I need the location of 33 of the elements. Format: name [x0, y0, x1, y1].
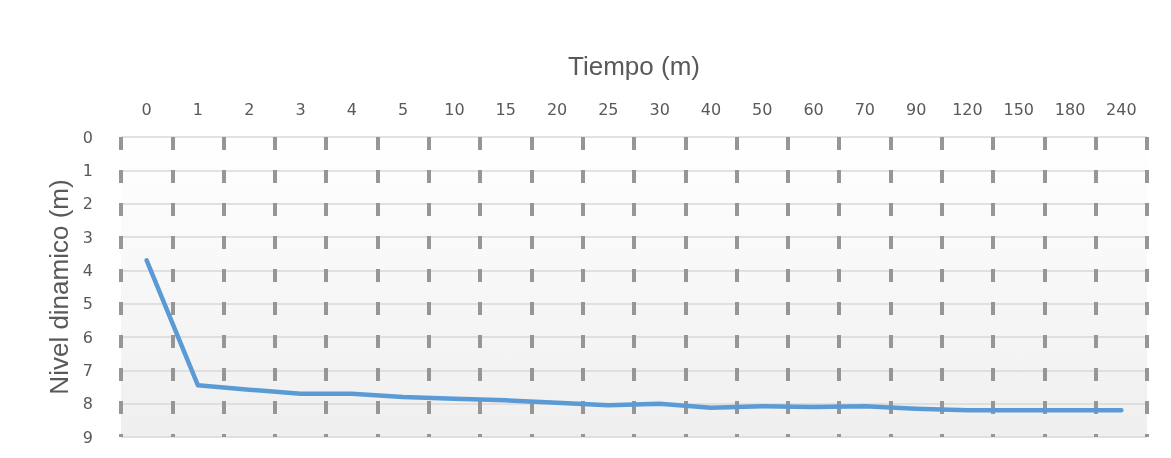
x-tick-label: 1 [192, 99, 204, 119]
x-tick-label: 50 [752, 99, 773, 119]
y-tick-label: 4 [82, 260, 93, 280]
x-tick-label: 2 [244, 99, 255, 119]
x-tick-label: 30 [649, 99, 670, 119]
x-tick-label: 240 [1106, 99, 1137, 119]
y-tick-label: 0 [82, 127, 93, 147]
x-tick-label: 60 [803, 99, 824, 119]
x-tick-label: 4 [346, 99, 357, 119]
x-tick-label: 70 [854, 99, 876, 119]
x-tick-label: 10 [444, 99, 465, 119]
line-series [144, 258, 1124, 413]
y-tick-label: 8 [82, 394, 93, 414]
x-tick-label: 20 [546, 99, 568, 119]
y-tick-label: 3 [82, 227, 93, 247]
y-axis-title: Nivel dinamico (m) [43, 179, 74, 395]
x-tick-label: 3 [295, 99, 306, 119]
x-tick-label: 120 [952, 99, 983, 119]
x-tick-label: 40 [700, 99, 722, 119]
x-tick-label: 0 [141, 99, 152, 119]
x-tick-label: 180 [1054, 99, 1086, 119]
x-tick-label: 25 [598, 99, 619, 119]
x-tick-label: 90 [905, 99, 927, 119]
x-tick-label: 15 [495, 99, 516, 119]
y-tick-label: 1 [82, 160, 93, 180]
y-tick-label: 9 [82, 427, 93, 447]
y-tick-label: 7 [82, 360, 93, 380]
y-tick-label: 6 [82, 327, 93, 347]
x-axis-title: Tiempo (m) [568, 51, 700, 81]
x-tick-label: 150 [1003, 99, 1035, 119]
x-tick-label: 5 [398, 99, 409, 119]
y-tick-label: 5 [82, 294, 93, 314]
y-tick-label: 2 [82, 194, 93, 214]
